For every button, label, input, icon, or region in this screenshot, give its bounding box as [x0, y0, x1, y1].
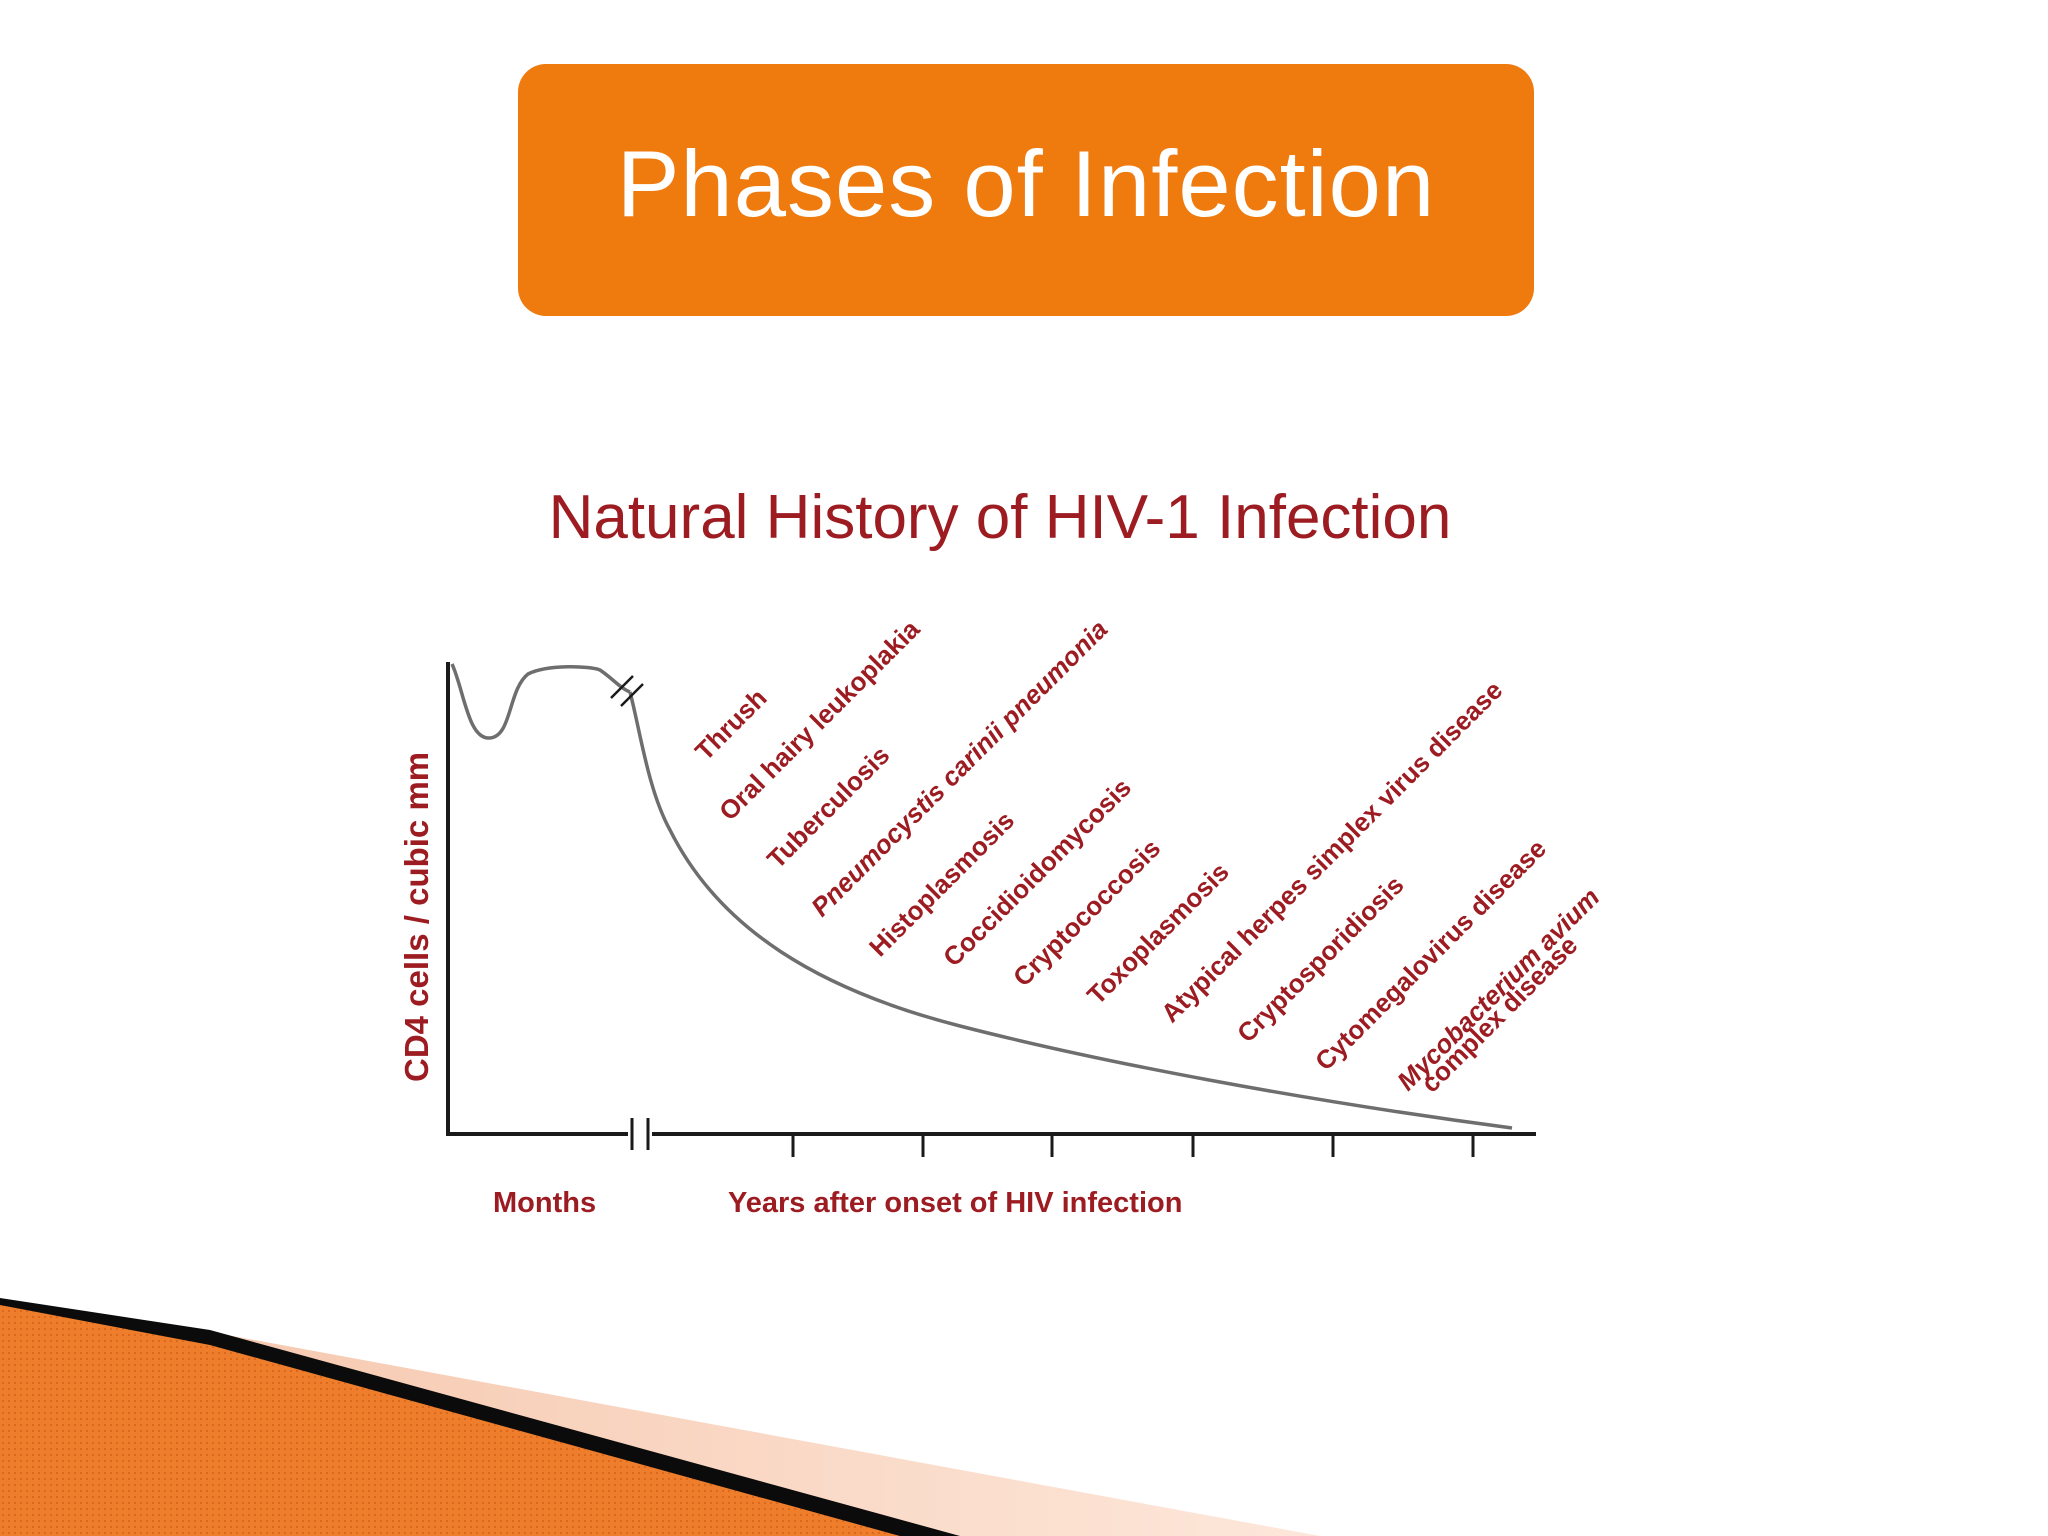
cd4-curve-acute-phase [450, 663, 631, 740]
figure-title: Natural History of HIV-1 Infection [548, 483, 1452, 552]
disease-label-atypical-herpes: Atypical herpes simplex virus disease [1155, 675, 1508, 1028]
x-axis-label-years: Years after onset of HIV infection [728, 1187, 1182, 1219]
swoosh-orange-band [0, 1305, 900, 1536]
swoosh-light-band [200, 1330, 1320, 1536]
disease-label-thrush: Thrush [689, 683, 773, 767]
disease-label-mycobacterium-avium: Mycobacterium avium [1391, 882, 1605, 1096]
x-axis-label-months: Months [493, 1187, 596, 1219]
curve-break-mark [610, 675, 634, 699]
curve-break-mark [620, 683, 644, 707]
cd4-curve-decline [628, 691, 1513, 1130]
slide-title: Phases of Infection [616, 131, 1436, 236]
slide-title-box: Phases of Infection [518, 64, 1534, 316]
y-axis-label: CD4 cells / cubic mm [398, 752, 435, 1082]
